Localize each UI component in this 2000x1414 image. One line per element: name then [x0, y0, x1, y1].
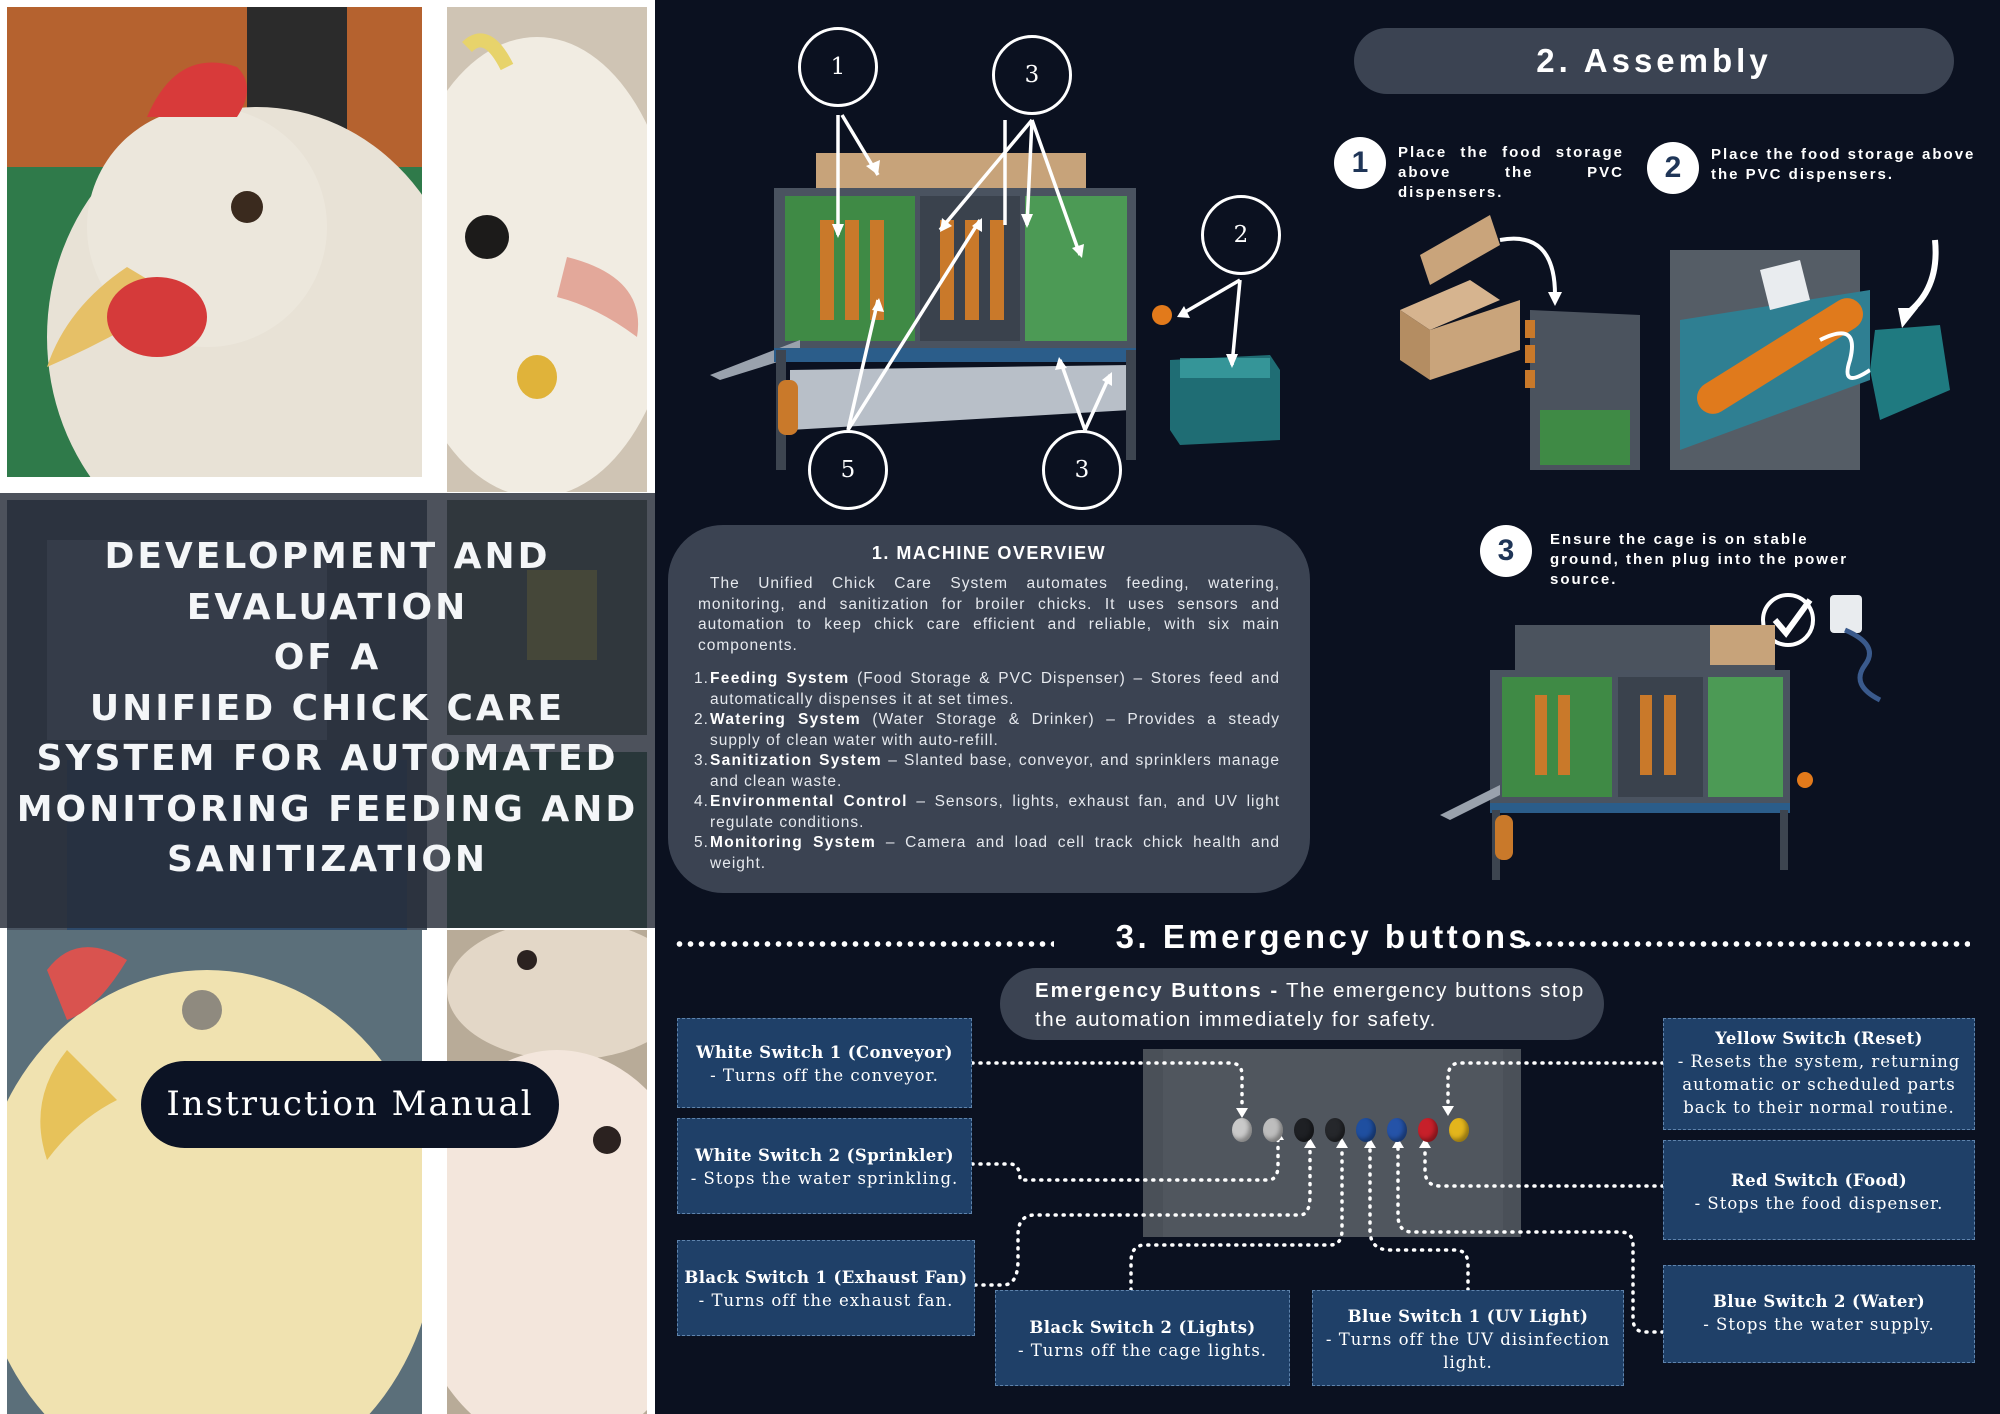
- divider-left: [674, 940, 1054, 948]
- component-list: 1. Feeding System (Food Storage & PVC Dis…: [694, 669, 1281, 874]
- white-button[interactable]: [1263, 1118, 1283, 1142]
- yellow-button[interactable]: [1449, 1118, 1469, 1142]
- blue-button[interactable]: [1387, 1118, 1407, 1142]
- overview-intro: The Unified Chick Care System automates …: [698, 575, 1280, 654]
- white-button[interactable]: [1232, 1118, 1252, 1142]
- photo-rooster: [7, 7, 422, 477]
- callout-1: 1: [798, 27, 878, 107]
- step-2-illustration: [1670, 239, 1950, 470]
- divider-right: [1522, 940, 1970, 948]
- step-3-illustration: [1440, 593, 1882, 880]
- instruction-manual-label: Instruction Manual: [141, 1061, 559, 1148]
- list-item: 3. Sanitization System – Slanted base, co…: [694, 752, 1281, 790]
- step-1-text: Place the food storage above the PVC dis…: [1398, 144, 1624, 201]
- photo-chick-top: [447, 7, 647, 492]
- list-item: 2. Watering System (Water Storage & Drink…: [694, 711, 1280, 749]
- machine-overview: 1. MACHINE OVERVIEW The Unified Chick Ca…: [668, 525, 1310, 893]
- step-2-text: Place the food storage above the PVC dis…: [1711, 146, 1976, 183]
- callout-3-bottom: 3: [1042, 430, 1122, 510]
- switch-card-white-1: White Switch 1 (Conveyor) - Turns off the…: [677, 1018, 972, 1108]
- list-item: 4. Environmental Control – Sensors, light…: [694, 793, 1280, 831]
- blue-button[interactable]: [1356, 1118, 1376, 1142]
- step-3-badge: 3: [1480, 525, 1532, 577]
- switch-card-black-2: Black Switch 2 (Lights) - Turns off the c…: [995, 1290, 1290, 1386]
- switch-card-yellow: Yellow Switch (Reset) - Resets the system…: [1663, 1018, 1975, 1130]
- switch-card-black-1: Black Switch 1 (Exhaust Fan) - Turns off …: [677, 1240, 975, 1336]
- callout-5: 5: [808, 430, 888, 510]
- emergency-description: Emergency Buttons - The emergency button…: [1000, 968, 1604, 1040]
- callout-3-top: 3: [992, 35, 1072, 115]
- list-item: 5. Monitoring System – Camera and load ce…: [694, 834, 1280, 872]
- emergency-title: 3. Emergency buttons: [1115, 918, 1531, 955]
- photo-chicks-bottom: [447, 930, 647, 1414]
- photo-chick-large: [7, 930, 422, 1414]
- black-button[interactable]: [1294, 1118, 1314, 1142]
- photo-collage: DEVELOPMENT AND EVALUATION OF A UNIFIED …: [0, 0, 655, 1414]
- callout-2: 2: [1201, 195, 1281, 275]
- machine-diagram: [710, 114, 1280, 470]
- step-3-text: Ensure the cage is on stable ground, the…: [1550, 531, 1849, 588]
- title-band: [0, 493, 655, 928]
- switch-card-white-2: White Switch 2 (Sprinkler) - Stops the wa…: [677, 1118, 972, 1214]
- switch-card-blue-1: Blue Switch 1 (UV Light) - Turns off the …: [1312, 1290, 1624, 1386]
- document-title: DEVELOPMENT AND EVALUATION OF A UNIFIED …: [16, 536, 639, 880]
- assembly-title: 2. Assembly: [1354, 28, 1954, 94]
- switch-card-blue-2: Blue Switch 2 (Water) - Stops the water s…: [1663, 1265, 1975, 1363]
- control-panel-face: [1163, 1049, 1503, 1237]
- switch-card-red: Red Switch (Food) - Stops the food dispen…: [1663, 1140, 1975, 1240]
- overview-title: 1. MACHINE OVERVIEW: [871, 543, 1107, 563]
- step-1-badge: 1: [1334, 137, 1386, 189]
- red-button[interactable]: [1418, 1118, 1438, 1142]
- step-1-illustration: [1400, 215, 1640, 470]
- list-item: 1. Feeding System (Food Storage & PVC Dis…: [694, 670, 1280, 708]
- black-button[interactable]: [1325, 1118, 1345, 1142]
- step-2-badge: 2: [1647, 142, 1699, 194]
